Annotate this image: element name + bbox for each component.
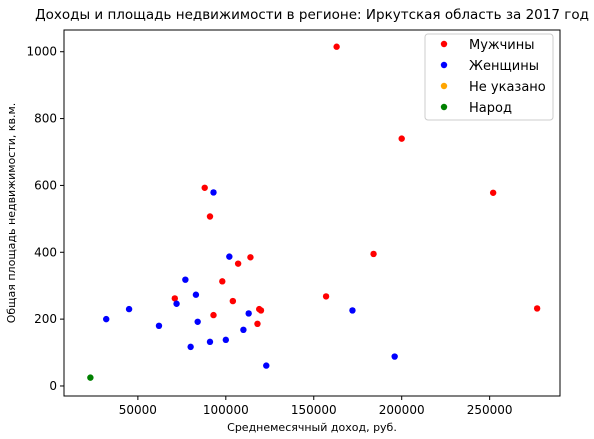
- y-axis-ticks: 0 200 400 600 800 1000: [26, 45, 64, 393]
- point-series-0: [370, 250, 377, 258]
- y-tick-label: 1000: [26, 45, 57, 59]
- point-series-0: [229, 297, 237, 305]
- point-series-0: [234, 260, 242, 267]
- x-tick-label: 200000: [379, 403, 425, 417]
- legend-marker-3: [440, 103, 448, 111]
- point-series-0: [219, 278, 226, 285]
- point-series-0: [254, 320, 261, 328]
- point-series-1: [173, 300, 180, 307]
- y-tick-label: 400: [34, 245, 57, 259]
- point-series-0: [201, 184, 208, 191]
- x-tick-label: 150000: [291, 403, 337, 417]
- point-series-1: [192, 291, 200, 298]
- point-series-0: [533, 305, 541, 312]
- x-tick-label: 250000: [467, 403, 513, 417]
- x-tick-label: 50000: [119, 403, 157, 417]
- point-series-0: [333, 43, 340, 50]
- y-tick-label: 0: [49, 379, 57, 393]
- legend-marker-2: [440, 82, 448, 90]
- point-series-1: [263, 362, 270, 369]
- x-axis-label: Среднемесячный доход, руб.: [227, 421, 397, 434]
- point-series-0: [322, 293, 330, 300]
- legend-label-2: Не указано: [469, 80, 546, 95]
- point-series-0: [210, 311, 217, 319]
- point-series-0: [257, 307, 265, 314]
- legend-label-1: Женщины: [469, 59, 539, 74]
- point-series-0: [171, 295, 179, 302]
- point-series-1: [187, 343, 194, 351]
- y-tick-label: 800: [34, 112, 57, 126]
- legend-label-0: Мужчины: [469, 38, 535, 53]
- legend-marker-1: [440, 61, 448, 69]
- chart-title: Доходы и площадь недвижимости в регионе:…: [35, 7, 589, 23]
- point-series-1: [103, 315, 110, 323]
- point-series-1: [349, 307, 356, 314]
- y-tick-label: 600: [34, 178, 57, 192]
- point-series-1: [155, 322, 163, 330]
- point-series-1: [206, 338, 214, 346]
- point-series-3: [87, 374, 94, 381]
- point-series-1: [226, 253, 233, 260]
- point-series-0: [247, 254, 254, 261]
- x-axis-ticks: 50000 100000 150000 200000 250000: [119, 396, 513, 417]
- data-points: [87, 43, 541, 381]
- y-tick-label: 200: [34, 312, 57, 326]
- point-series-0: [398, 135, 405, 142]
- legend-label-3: Народ: [469, 101, 512, 116]
- y-axis-label: Общая площадь недвижимости, кв.м.: [5, 103, 18, 324]
- legend-box: [424, 33, 554, 121]
- legend: Мужчины Женщины Не указано Народ: [424, 33, 554, 121]
- point-series-1: [210, 189, 217, 196]
- legend-marker-0: [440, 40, 448, 48]
- point-series-1: [240, 326, 247, 334]
- point-series-1: [194, 318, 201, 325]
- point-series-1: [182, 276, 189, 283]
- point-series-1: [125, 305, 133, 313]
- x-tick-label: 100000: [203, 403, 249, 417]
- point-series-1: [222, 336, 230, 344]
- point-series-1: [391, 353, 398, 360]
- point-series-1: [245, 310, 252, 317]
- point-series-0: [206, 213, 214, 220]
- point-series-0: [489, 189, 497, 196]
